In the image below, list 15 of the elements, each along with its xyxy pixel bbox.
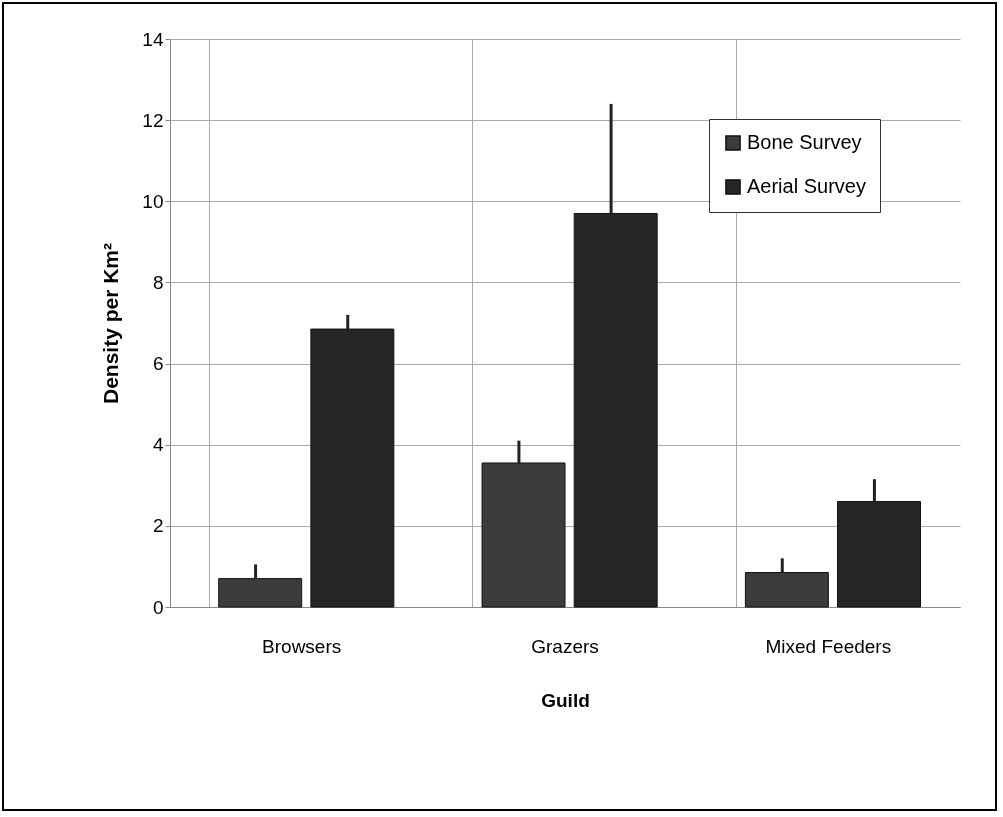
y-tick-label: 10 [142, 190, 164, 212]
y-tick-label: 2 [152, 515, 164, 537]
x-axis-title: Guild [541, 689, 590, 711]
y-tick-label: 14 [142, 28, 164, 50]
y-tick-label: 6 [152, 353, 164, 375]
y-tick-label: 4 [152, 434, 164, 456]
y-tick-label: 12 [142, 109, 164, 131]
y-axis-title: Density per Km² [99, 242, 123, 405]
x-tick-label: Mixed Feeders [765, 635, 892, 657]
legend-label: Bone Survey [747, 131, 862, 153]
legend-label: Aerial Survey [747, 175, 866, 197]
y-tick-label: 0 [152, 596, 164, 618]
x-tick-label: Grazers [531, 635, 599, 657]
x-tick-label: Browsers [262, 635, 342, 657]
y-tick-label: 8 [152, 271, 164, 293]
